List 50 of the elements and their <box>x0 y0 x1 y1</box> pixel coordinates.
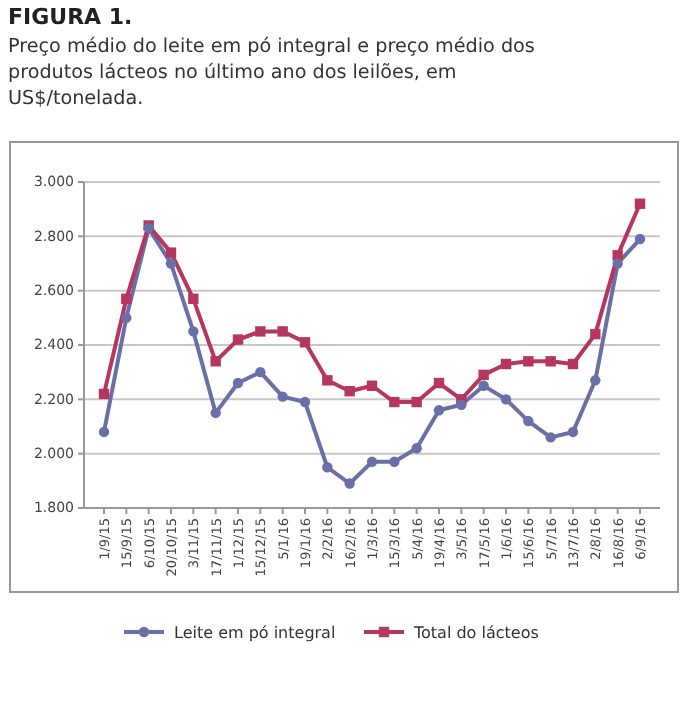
point <box>344 478 355 489</box>
point <box>232 334 244 345</box>
point <box>500 394 512 405</box>
point <box>590 328 601 340</box>
point <box>322 462 333 473</box>
point <box>456 399 467 410</box>
point <box>121 293 132 305</box>
point <box>277 326 288 337</box>
point <box>411 396 422 408</box>
point <box>210 356 221 367</box>
point <box>612 258 623 269</box>
point <box>478 380 489 391</box>
point <box>545 432 556 443</box>
point <box>344 385 355 397</box>
point <box>545 356 556 367</box>
point <box>188 326 199 337</box>
chart-title: FIGURA 1. <box>8 4 133 30</box>
point <box>478 369 489 381</box>
point <box>389 396 400 408</box>
point <box>523 415 534 427</box>
point <box>299 396 311 408</box>
point <box>567 358 579 370</box>
point <box>433 405 445 416</box>
point <box>433 377 445 389</box>
point <box>165 258 177 269</box>
point <box>255 326 266 337</box>
point <box>232 377 244 389</box>
legend-label: Total do lácteos <box>412 623 539 642</box>
point <box>98 388 110 400</box>
point <box>634 198 646 209</box>
point <box>389 456 400 468</box>
point <box>500 358 512 370</box>
point <box>165 247 177 258</box>
point <box>98 426 110 438</box>
point <box>188 293 199 305</box>
point <box>411 443 422 454</box>
point <box>523 356 534 367</box>
legend-label: Leite em pó integral <box>174 623 336 642</box>
point <box>210 407 221 419</box>
point <box>121 312 132 324</box>
point <box>255 366 266 378</box>
point <box>366 380 378 391</box>
point <box>322 375 333 386</box>
point <box>567 426 579 438</box>
point <box>590 375 601 386</box>
point <box>277 391 288 402</box>
point <box>634 233 646 245</box>
point <box>366 456 378 468</box>
point <box>299 337 311 348</box>
chart-subtitle: Preço médio do leite em pó integral e preço médio dos produtos lácteos no último ano dos leilões, em US$/tonelada. <box>8 36 535 110</box>
